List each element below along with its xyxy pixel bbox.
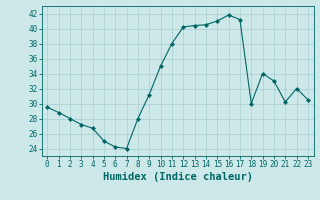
X-axis label: Humidex (Indice chaleur): Humidex (Indice chaleur) [103, 172, 252, 182]
